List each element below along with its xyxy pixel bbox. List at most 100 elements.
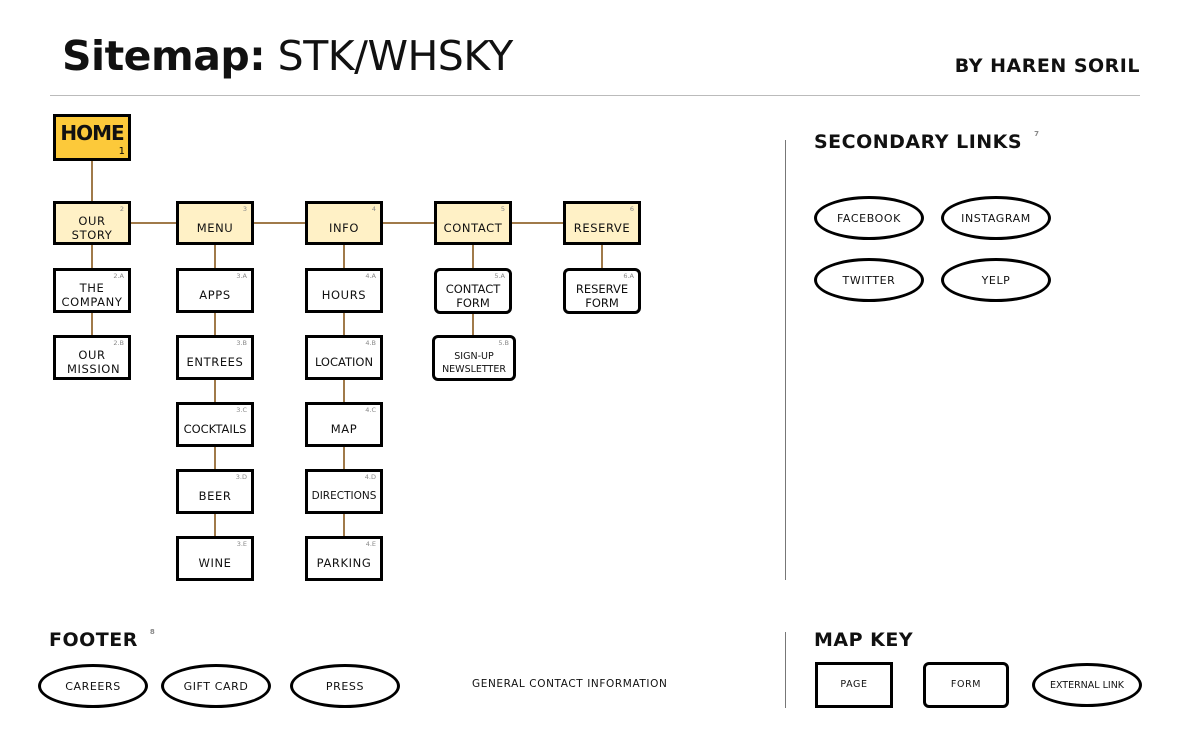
node-number: 2 <box>119 205 124 213</box>
node-the-company[interactable]: THE COMPANY 2.A <box>53 268 131 313</box>
node-number: 5 <box>500 205 505 213</box>
node-number: 3.C <box>236 406 247 414</box>
node-label: SIGN-UP NEWSLETTER <box>442 350 506 375</box>
node-label: DIRECTIONS <box>311 490 377 502</box>
header-divider <box>50 95 1140 96</box>
link-label: GIFT CARD <box>183 679 249 693</box>
section-number: 8 <box>149 628 156 636</box>
node-number: 3 <box>242 205 247 213</box>
node-signup-newsletter[interactable]: SIGN-UP NEWSLETTER 5.B <box>432 335 516 381</box>
link-label: PRESS <box>325 679 365 693</box>
node-label: LOCATION <box>314 355 374 369</box>
node-apps[interactable]: APPS 3.A <box>176 268 254 313</box>
footer-heading: FOOTER 8 <box>49 628 155 651</box>
author: BY HAREN SORIL <box>954 55 1140 77</box>
node-number: 4 <box>371 205 376 213</box>
footer-link-press[interactable]: PRESS <box>290 664 400 708</box>
node-number: 2.B <box>113 339 124 347</box>
node-our-story[interactable]: OUR STORY 2 <box>53 201 131 245</box>
node-home[interactable]: HOME 1 <box>53 114 131 161</box>
footer-link-gift-card[interactable]: GIFT CARD <box>161 664 271 708</box>
connector <box>214 245 216 536</box>
node-label: ENTREES <box>186 355 244 369</box>
footer-link-careers[interactable]: CAREERS <box>38 664 148 708</box>
node-label: HOURS <box>321 288 367 302</box>
node-hours[interactable]: HOURS 4.A <box>305 268 383 313</box>
link-label: FACEBOOK <box>837 211 901 225</box>
node-number: 5.B <box>498 339 509 347</box>
secondary-links-heading: SECONDARY LINKS 7 <box>814 130 1039 153</box>
node-reserve-form[interactable]: RESERVE FORM 6.A <box>563 268 641 314</box>
node-label: WINE <box>198 556 232 570</box>
connector <box>601 245 603 269</box>
key-label: PAGE <box>840 679 868 690</box>
connector <box>343 245 345 536</box>
node-parking[interactable]: PARKING 4.E <box>305 536 383 581</box>
node-number: 2.A <box>113 272 124 280</box>
node-number: 3.D <box>235 473 247 481</box>
node-number: 4.A <box>365 272 376 280</box>
node-reserve[interactable]: RESERVE 6 <box>563 201 641 245</box>
link-yelp[interactable]: YELP <box>941 258 1051 302</box>
node-label: MENU <box>196 220 234 235</box>
node-label: THE COMPANY <box>61 281 123 309</box>
node-label: COCKTAILS <box>183 422 247 436</box>
node-label: BEER <box>198 489 232 503</box>
node-directions[interactable]: DIRECTIONS 4.D <box>305 469 383 514</box>
node-number: 4.B <box>365 339 376 347</box>
node-label: CONTACT FORM <box>445 281 501 310</box>
key-form: FORM <box>923 662 1009 708</box>
connector <box>91 160 93 202</box>
node-map[interactable]: MAP 4.C <box>305 402 383 447</box>
node-label: INFO <box>328 220 360 235</box>
link-instagram[interactable]: INSTAGRAM <box>941 196 1051 240</box>
key-external-link: EXTERNAL LINK <box>1032 663 1142 707</box>
node-contact[interactable]: CONTACT 5 <box>434 201 512 245</box>
footer-divider <box>785 632 786 708</box>
node-label: OUR STORY <box>71 213 113 242</box>
node-number: 4.D <box>364 473 376 481</box>
key-page: PAGE <box>815 662 893 708</box>
node-menu[interactable]: MENU 3 <box>176 201 254 245</box>
node-label: APPS <box>199 288 231 302</box>
link-facebook[interactable]: FACEBOOK <box>814 196 924 240</box>
title-project: STK/WHSKY <box>277 32 514 80</box>
node-wine[interactable]: WINE 3.E <box>176 536 254 581</box>
node-contact-form[interactable]: CONTACT FORM 5.A <box>434 268 512 314</box>
key-label: FORM <box>950 679 982 690</box>
node-cocktails[interactable]: COCKTAILS 3.C <box>176 402 254 447</box>
node-our-mission[interactable]: OUR MISSION 2.B <box>53 335 131 380</box>
heading-text: SECONDARY LINKS <box>814 131 1023 153</box>
node-entrees[interactable]: ENTREES 3.B <box>176 335 254 380</box>
link-label: TWITTER <box>842 273 896 287</box>
map-key-heading: MAP KEY <box>814 629 914 651</box>
title-bold: Sitemap: <box>62 32 266 80</box>
node-number: 4.E <box>365 540 376 548</box>
link-label: YELP <box>981 273 1011 287</box>
link-label: INSTAGRAM <box>961 211 1031 225</box>
node-label: RESERVE FORM <box>575 281 629 310</box>
node-number: 6 <box>629 205 634 213</box>
node-number: 6.A <box>623 272 634 280</box>
section-number: 7 <box>1034 130 1040 138</box>
node-label: CONTACT <box>443 220 503 235</box>
heading-text: FOOTER <box>49 629 138 651</box>
node-beer[interactable]: BEER 3.D <box>176 469 254 514</box>
node-number: 3.A <box>236 272 247 280</box>
link-twitter[interactable]: TWITTER <box>814 258 924 302</box>
node-label: OUR MISSION <box>67 348 121 376</box>
node-location[interactable]: LOCATION 4.B <box>305 335 383 380</box>
node-number: 1 <box>118 146 125 157</box>
node-label: HOME <box>60 120 124 145</box>
section-divider <box>785 140 786 580</box>
general-contact-info: GENERAL CONTACT INFORMATION <box>472 678 668 690</box>
node-number: 5.A <box>494 272 505 280</box>
node-label: RESERVE <box>573 220 631 235</box>
node-label: PARKING <box>316 556 372 570</box>
node-number: 3.B <box>236 339 247 347</box>
page-title: Sitemap: STK/WHSKY <box>62 32 513 80</box>
node-info[interactable]: INFO 4 <box>305 201 383 245</box>
node-label: MAP <box>330 422 358 436</box>
node-number: 3.E <box>236 540 247 548</box>
key-label: EXTERNAL LINK <box>1049 679 1125 691</box>
